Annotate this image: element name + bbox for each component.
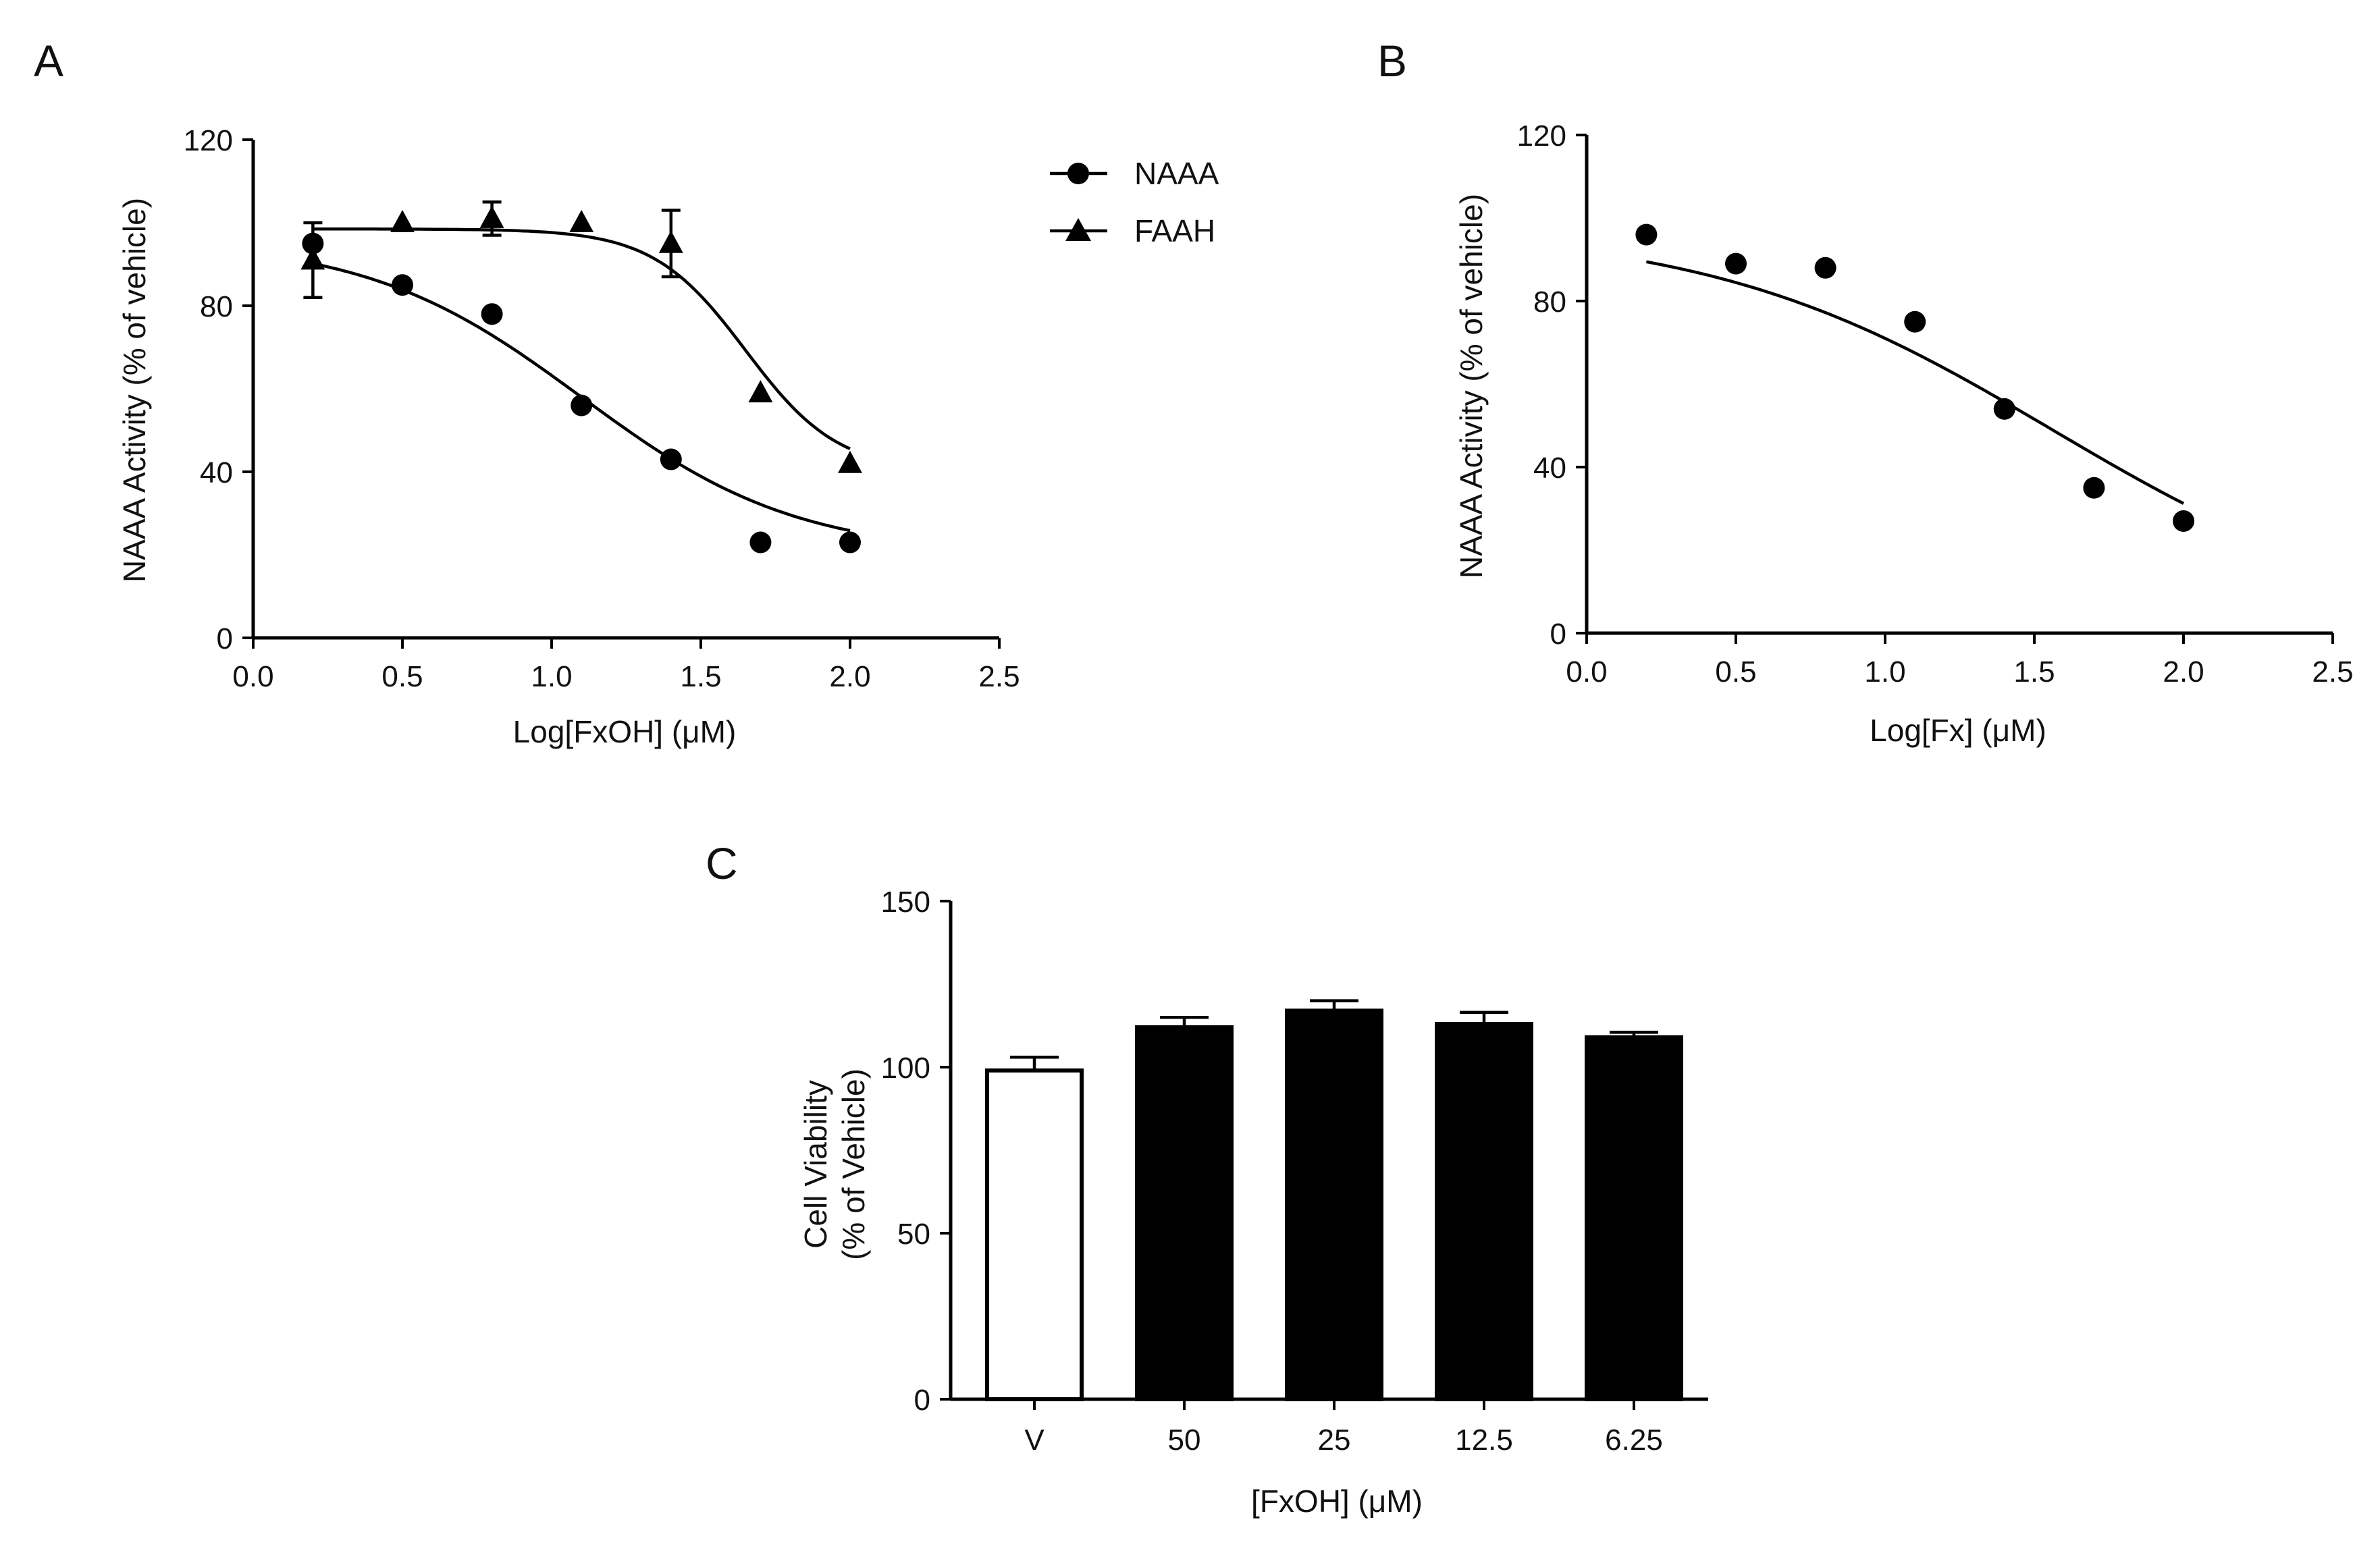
panel-a-naaa-point: [481, 303, 503, 325]
panel-letter-b: B: [1377, 36, 1407, 86]
panel-c-bar: [1435, 1022, 1533, 1402]
panel-b-y-tick-label: 120: [1517, 119, 1566, 153]
panel-c-axes: 0 50 100 150 V 50 25 12.5 6.25: [881, 886, 1708, 1457]
panel-a-y-axis-label: NAAA Activity (% of vehicle): [117, 198, 152, 583]
panel-b-naaa-point: [1993, 398, 2015, 420]
panel-a-x-axis-label: Log[FxOH] (μM): [513, 714, 737, 749]
panel-a-naaa-point: [571, 394, 593, 416]
panel-c-y-tick-label: 0: [914, 1384, 930, 1417]
panel-b-x-tick-label: 0.5: [1715, 655, 1756, 688]
panel-a-faah-point: [569, 210, 594, 232]
panel-c-x-tick-label: 12.5: [1455, 1424, 1513, 1457]
panel-b-naaa-fit-curve: [1645, 260, 2185, 505]
panel-c-y-tick-label: 50: [897, 1218, 930, 1251]
panel-a-faah-point: [300, 247, 325, 270]
panel-a: A 0.0 0.5 1.0 1.5 2.0 2.5 0 40 80 120 Log[FxOH] (…: [34, 36, 1219, 749]
panel-b-naaa-point: [1904, 310, 1926, 333]
panel-a-legend: NAAA FAAH: [1050, 156, 1219, 248]
panel-a-faah-point: [479, 205, 504, 228]
panel-b-x-tick-label: 1.5: [2013, 655, 2055, 688]
panel-b-x-tick-label: 1.0: [1864, 655, 1905, 688]
legend-naaa-label: NAAA: [1134, 156, 1219, 191]
panel-a-y-tick-label: 80: [200, 290, 233, 323]
panel-a-y-tick-label: 120: [184, 124, 233, 157]
panel-c-y-axis-label-line-2: (% of Vehicle): [836, 1068, 871, 1260]
panel-b-y-tick-label: 0: [1550, 618, 1566, 651]
panel-b-x-tick-label: 2.0: [2163, 655, 2204, 688]
panel-b-naaa-point: [1814, 256, 1836, 279]
panel-b-y-axis-label: NAAA Activity (% of vehicle): [1454, 194, 1489, 578]
panel-a-axes: 0.0 0.5 1.0 1.5 2.0 2.5 0 40 80 120: [184, 124, 1020, 693]
panel-c-y-tick-label: 100: [881, 1052, 930, 1085]
panel-letter-a: A: [34, 36, 63, 86]
panel-c-bar: [1285, 1008, 1383, 1401]
panel-c-x-tick-label: 50: [1168, 1424, 1201, 1457]
legend-faah-triangle-marker: [1065, 218, 1091, 241]
panel-c-x-tick-label: 25: [1318, 1424, 1351, 1457]
panel-letter-c: C: [706, 838, 738, 888]
panel-a-faah-point: [390, 210, 415, 232]
panel-b-y-tick-label: 40: [1533, 452, 1566, 485]
panel-b-axes: 0.0 0.5 1.0 1.5 2.0 2.5 0 40 80 120: [1517, 119, 2354, 688]
panel-b-y-tick-label: 80: [1533, 286, 1566, 319]
panel-c: C 0 50 100 150 V 50 25 12.5 6.25 [FxOH] (μM) Cel…: [706, 838, 1708, 1519]
panel-b-naaa-point: [2173, 510, 2194, 532]
panel-a-x-tick-label: 0.0: [232, 660, 273, 693]
panel-c-x-tick-label: V: [1024, 1424, 1044, 1457]
panel-b-naaa-point: [2083, 477, 2105, 499]
panel-b-naaa-point: [1635, 223, 1658, 246]
panel-a-x-tick-label: 1.0: [531, 660, 572, 693]
panel-b-x-tick-label: 0.0: [1566, 655, 1607, 688]
panel-b: B 0.0 0.5 1.0 1.5 2.0 2.5 0 40 80 120 Log[Fx] (μM…: [1377, 36, 2354, 748]
panel-c-x-tick-label: 6.25: [1605, 1424, 1663, 1457]
panel-a-naaa-point: [749, 531, 772, 553]
panel-c-x-axis-label: [FxOH] (μM): [1251, 1484, 1423, 1519]
panel-c-y-tick-label: 150: [881, 886, 930, 919]
panel-c-y-axis-label-line-1: Cell Viability: [798, 1080, 833, 1249]
panel-a-y-tick-label: 40: [200, 456, 233, 489]
panel-b-x-axis-label: Log[Fx] (μM): [1870, 713, 2046, 748]
panel-a-naaa-point: [392, 274, 413, 296]
panel-a-naaa-point: [660, 448, 682, 470]
panel-a-x-tick-label: 2.5: [978, 660, 1020, 693]
panel-a-x-tick-label: 2.0: [829, 660, 870, 693]
panel-a-faah-point: [658, 230, 683, 253]
panel-c-bar: [1135, 1025, 1234, 1401]
legend-faah-label: FAAH: [1134, 213, 1215, 248]
panel-a-x-tick-label: 0.5: [381, 660, 423, 693]
legend-naaa-circle-marker: [1067, 163, 1089, 184]
panel-c-bar: [1585, 1035, 1683, 1401]
panel-b-x-tick-label: 2.5: [2312, 655, 2353, 688]
panel-a-naaa-point: [839, 531, 861, 553]
panel-c-bar: [985, 1068, 1084, 1402]
panel-c-y-axis-label: Cell Viability (% of Vehicle): [798, 1068, 871, 1260]
panel-a-faah-point: [748, 380, 773, 403]
panel-a-faah-point: [838, 450, 862, 473]
panel-a-y-tick-label: 0: [217, 622, 233, 655]
panel-b-naaa-point: [1725, 252, 1747, 275]
panel-a-x-tick-label: 1.5: [680, 660, 721, 693]
